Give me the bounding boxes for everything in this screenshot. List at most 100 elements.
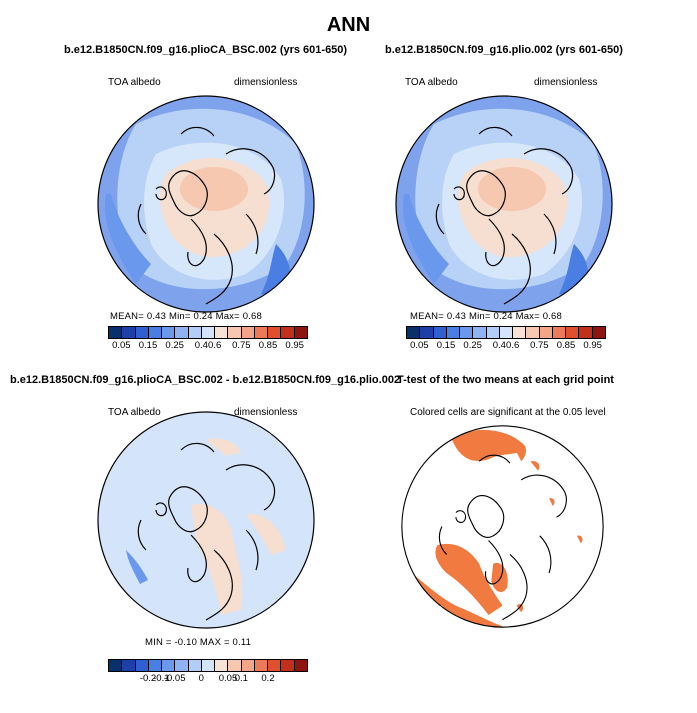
colorbar-swatch [135, 327, 149, 338]
colorbar-swatch [281, 660, 295, 671]
colorbar-swatch [122, 327, 136, 338]
significant-cell-region [549, 498, 555, 506]
colorbar-swatch [513, 327, 527, 338]
colorbar-tick-label: -0.05 [163, 673, 186, 684]
colorbar-swatch [268, 660, 282, 671]
colorbar-tick-label: 0.85 [556, 340, 576, 351]
colorbar-swatch [460, 327, 474, 338]
colorbar-swatch [188, 327, 202, 338]
colorbar-swatch [592, 327, 605, 338]
colorbar-swatch [473, 327, 487, 338]
colorbar-swatch [579, 327, 593, 338]
colorbar-tick-label: 0.05 [218, 673, 238, 684]
panel-3-variable-label: TOA albedo [108, 407, 161, 418]
colorbar-swatch [241, 660, 255, 671]
colorbar-tick-label: 0.85 [258, 340, 278, 351]
significant-cell-region [516, 603, 524, 613]
panel-2-stats: MEAN= 0.43 Min= 0.24 Max= 0.68 [410, 311, 563, 322]
colorbar-swatch [420, 327, 434, 338]
colorbar-swatch [433, 327, 447, 338]
colorbar-tick-label: 0.75 [530, 340, 549, 351]
colorbar-swatch [281, 327, 295, 338]
colorbar-swatch [539, 327, 553, 338]
colorbar-tick-label: 0.05 [112, 340, 131, 351]
panel-3-units-label: dimensionless [234, 407, 298, 418]
panel-4-coastlines-icon [438, 454, 567, 621]
colorbar-tick-label: 0.6 [208, 340, 222, 351]
panel-3-colorbar [108, 659, 308, 672]
colorbar-swatch [294, 660, 307, 671]
panel-1-colorbar-ticks: 0.05 0.15 0.25 0.4 0.6 0.75 0.85 0.95 [108, 340, 308, 352]
colorbar-swatch [109, 327, 123, 338]
colorbar-swatch [175, 327, 189, 338]
colorbar-swatch [566, 327, 580, 338]
colorbar-swatch [162, 660, 176, 671]
panel-4-title: T-test of the two means at each grid poi… [397, 374, 614, 386]
colorbar-tick-label: -0.1 [153, 673, 170, 684]
panel-3-stats: MIN = -0.10 MAX = 0.11 [145, 637, 252, 648]
colorbar-swatch [228, 660, 242, 671]
panel-2-title: b.e12.B1850CN.f09_g16.plio.002 (yrs 601-… [385, 44, 623, 56]
colorbar-swatch [215, 660, 229, 671]
panel-2-variable-label: TOA albedo [405, 77, 458, 88]
colorbar-swatch [122, 660, 136, 671]
colorbar-swatch [526, 327, 540, 338]
colorbar-tick-label: 0.6 [506, 340, 520, 351]
colorbar-tick-label: 0.75 [232, 340, 251, 351]
figure-title: ANN [326, 14, 371, 36]
panel-1-coastlines-icon [137, 126, 276, 305]
panel-1-stats: MEAN= 0.43 Min= 0.24 Max= 0.68 [110, 311, 263, 322]
colorbar-swatch [201, 327, 216, 338]
panel-1-variable-label: TOA albedo [108, 77, 161, 88]
significant-cell-region [511, 441, 526, 462]
colorbar-tick-label: 0.95 [285, 340, 304, 351]
panel-1-title: b.e12.B1850CN.f09_g16.plioCA_BSC.002 (yr… [64, 44, 348, 56]
panel-3-colorbar-ticks: -0.2 -0.1 -0.05 0 0.05 0.1 0.2 [108, 673, 308, 685]
panel-4-map [401, 425, 604, 628]
colorbar-swatch [552, 327, 567, 338]
colorbar-tick-label: 0.4 [194, 340, 208, 351]
colorbar-swatch [268, 327, 282, 338]
colorbar-swatch [135, 660, 149, 671]
panel-3-title: b.e12.B1850CN.f09_g16.plioCA_BSC.002 - b… [10, 374, 401, 386]
panel-3-coastlines-icon [137, 442, 276, 621]
panel-3-map [97, 411, 315, 629]
colorbar-tick-label: 0.2 [261, 673, 275, 684]
colorbar-swatch [162, 327, 176, 338]
colorbar-swatch [148, 327, 163, 338]
colorbar-swatch [254, 327, 269, 338]
colorbar-swatch [499, 327, 514, 338]
colorbar-swatch [407, 327, 421, 338]
colorbar-tick-label: 0.25 [463, 340, 482, 351]
colorbar-swatch [241, 327, 255, 338]
significant-cell-region [491, 562, 508, 593]
colorbar-swatch [446, 327, 461, 338]
colorbar-tick-label: 0.1 [234, 673, 248, 684]
panel-1-map [97, 95, 315, 313]
significant-cell-region [530, 460, 540, 471]
colorbar-swatch [486, 327, 500, 338]
panel-2-map [395, 95, 613, 313]
panel-4-subtitle: Colored cells are significant at the 0.0… [410, 407, 606, 418]
panel-2-colorbar [406, 326, 606, 339]
colorbar-tick-label: 0.15 [138, 340, 158, 351]
panel-2-colorbar-ticks: 0.05 0.15 0.25 0.4 0.6 0.75 0.85 0.95 [406, 340, 606, 352]
colorbar-swatch [215, 327, 229, 338]
panel-2-coastlines-icon [435, 126, 574, 305]
colorbar-swatch [201, 660, 216, 671]
colorbar-tick-label: 0.4 [492, 340, 506, 351]
colorbar-tick-label: -0.2 [139, 673, 157, 684]
colorbar-swatch [294, 327, 307, 338]
colorbar-tick-label: 0.25 [165, 340, 184, 351]
panel-1-colorbar [108, 326, 308, 339]
colorbar-swatch [254, 660, 269, 671]
colorbar-swatch [188, 660, 202, 671]
panel-2-units-label: dimensionless [534, 77, 598, 88]
colorbar-tick-label: 0 [198, 673, 204, 684]
panel-1-units-label: dimensionless [234, 77, 298, 88]
colorbar-swatch [148, 660, 163, 671]
colorbar-tick-label: 0.95 [583, 340, 602, 351]
colorbar-swatch [109, 660, 123, 671]
significant-cell-region [435, 543, 503, 616]
colorbar-swatch [175, 660, 189, 671]
